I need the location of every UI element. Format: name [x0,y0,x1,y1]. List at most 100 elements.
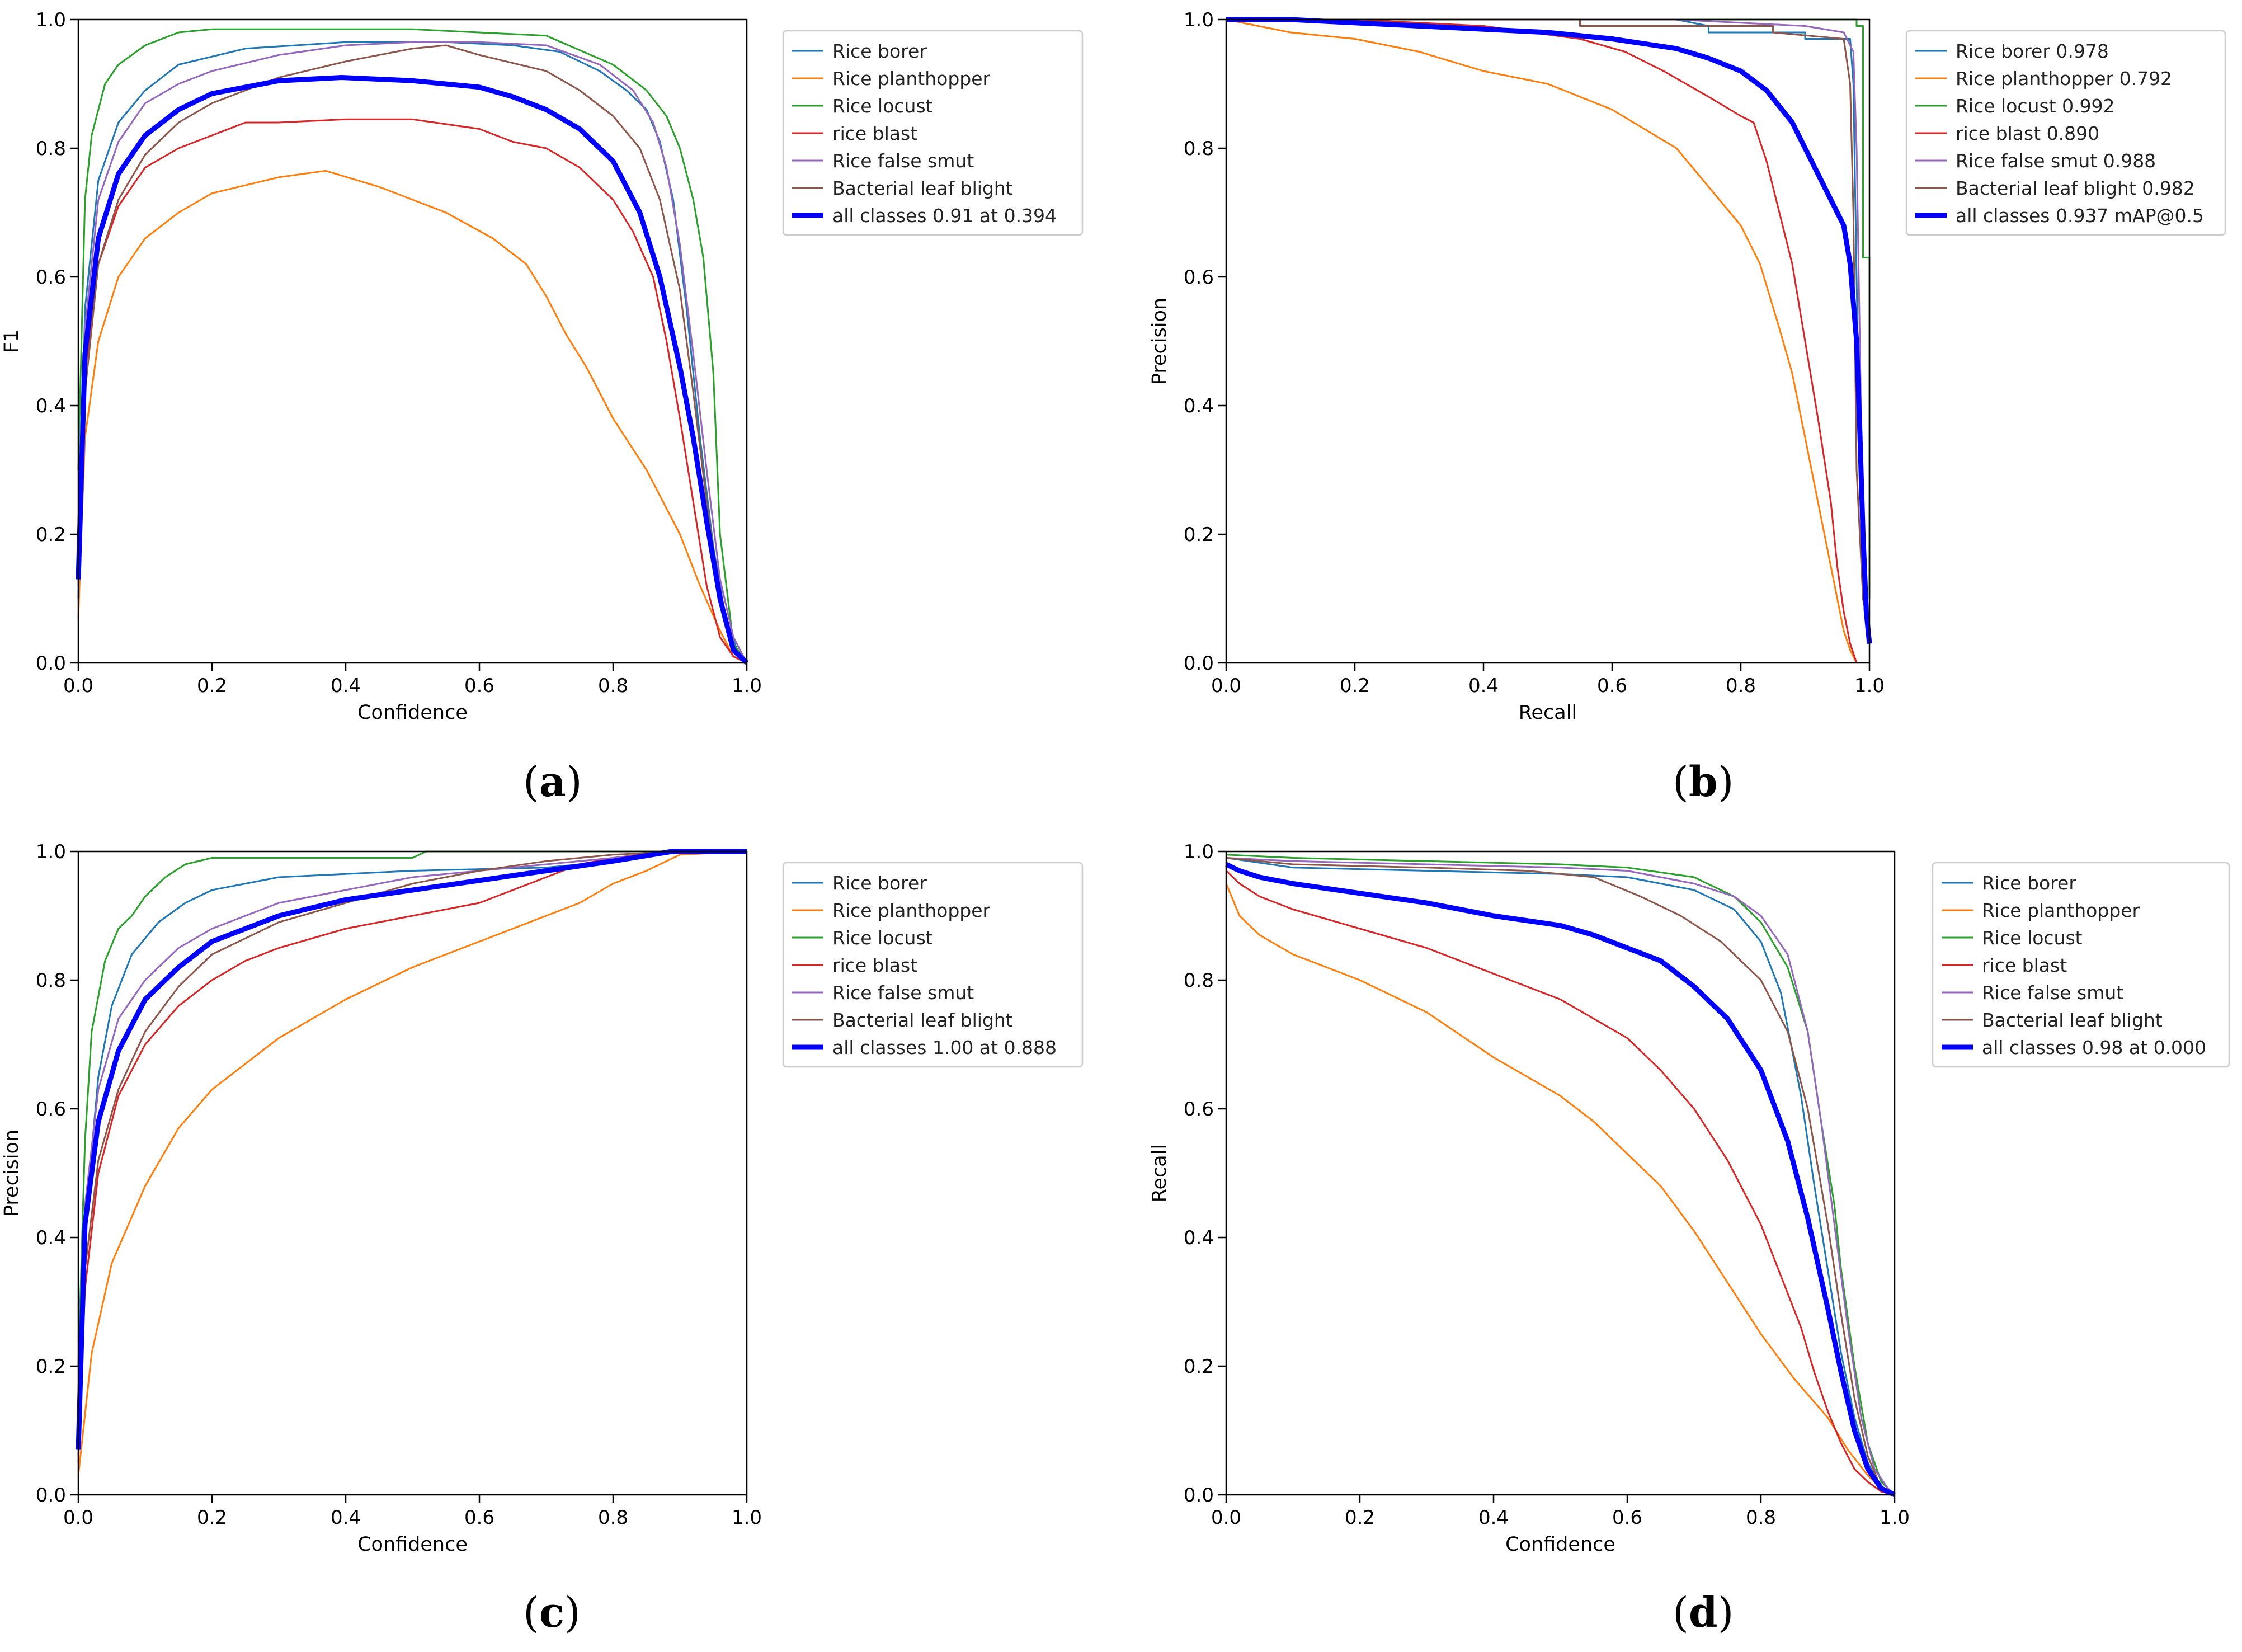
panel-label-a: (a) [523,758,582,806]
series-line-bacterial-leaf-blight [77,850,747,1457]
y-tick-label: 0.2 [36,1356,66,1378]
legend-label-bacterial-leaf-blight: Bacterial leaf blight [832,177,1013,199]
legend-label-rice-planthopper: Rice planthopper [832,68,991,90]
panel-a-f1-confidence: 0.0 0.2 0.4 0.6 0.8 1.0 0.0 0.2 0.4 0.6 0.8 1.0 Conf… [1,9,1084,724]
legend-label-rice-planthopper: Rice planthopper 0.792 [1956,68,2172,90]
x-tick-label: 0.8 [1746,1507,1776,1529]
series-line-rice-planthopper [1225,883,1895,1496]
legend-label-rice-planthopper: Rice planthopper [832,900,991,921]
legend-box [782,30,1084,236]
series-line-all-classes [1225,862,1896,1498]
x-tick-label: 1.0 [1880,1507,1910,1529]
x-tick-label: 0.2 [1340,675,1370,697]
axes-frame [1225,18,1871,664]
y-tick-label: 0.2 [1184,524,1214,546]
series-line-all-classes [76,75,749,665]
panel-label-c: (c) [523,1589,581,1637]
legend-label-rice-borer: Rice borer [1982,872,2076,894]
y-tick-label: 0.8 [1184,969,1214,992]
y-axis-label: Recall [1148,1144,1171,1202]
legend-label-rice-blast: rice blast 0.890 [1956,123,2099,144]
legend-label-all-classes: all classes 1.00 at 0.888 [832,1037,1057,1058]
y-tick-label: 1.0 [36,9,66,31]
x-axis-label: Confidence [357,702,468,724]
y-tick-label: 0.8 [36,138,66,160]
y-tick-label: 0.0 [1184,1484,1214,1507]
x-tick-label: 1.0 [732,675,762,697]
x-tick-label: 0.6 [464,675,494,697]
x-tick-label: 0.8 [598,1507,628,1529]
x-axis-label: Confidence [1505,1533,1615,1556]
series-line-rice-blast [1225,870,1895,1496]
plot-area [1226,20,1869,663]
y-tick-label: 0.6 [1184,266,1214,289]
x-tick-label: 0.0 [1211,675,1241,697]
legend-label-bacterial-leaf-blight: Bacterial leaf blight [832,1009,1013,1031]
x-tick-label: 0.4 [1468,675,1499,697]
legend-label-rice-false-smut: Rice false smut [832,982,974,1004]
legend-label-rice-false-smut: Rice false smut [1982,982,2123,1004]
y-tick-label: 0.0 [1184,652,1214,675]
series-line-bacterial-leaf-blight [1226,18,1871,631]
y-tick-label: 0.8 [1184,138,1214,160]
legend-label-bacterial-leaf-blight: Bacterial leaf blight [1982,1009,2163,1031]
y-tick-label: 1.0 [1184,841,1214,863]
x-tick-label: 0.0 [63,675,93,697]
legend-label-bacterial-leaf-blight: Bacterial leaf blight 0.982 [1956,177,2195,199]
series-line-rice-blast [1226,18,1858,663]
x-tick-label: 0.6 [464,1507,494,1529]
x-axis-label: Recall [1519,702,1577,724]
legend-label-rice-locust: Rice locust [832,95,933,117]
legend-label-all-classes: all classes 0.937 mAP@0.5 [1956,205,2204,227]
x-tick-label: 0.4 [1478,1507,1509,1529]
legend-label-rice-blast: rice blast [1982,954,2067,976]
x-tick-label: 0.6 [1597,675,1627,697]
axes-frame [77,18,748,664]
y-tick-label: 0.0 [36,652,66,675]
legend-box [1905,30,2226,236]
legend-label-rice-blast: rice blast [832,954,917,976]
legend-label-rice-false-smut: Rice false smut 0.988 [1956,150,2156,172]
legend-label-rice-false-smut: Rice false smut [832,150,974,172]
y-tick-label: 0.6 [36,266,66,289]
series-line-rice-borer [77,41,748,664]
legend-box [782,862,1084,1068]
legend-label-all-classes: all classes 0.98 at 0.000 [1982,1037,2206,1058]
series-line-rice-planthopper [1226,18,1858,663]
x-tick-label: 0.4 [331,675,361,697]
series-line-rice-false-smut [77,41,748,663]
y-axis-label: F1 [1,330,23,353]
series-line-rice-locust [77,28,748,663]
y-tick-label: 0.2 [1184,1356,1214,1378]
series-line-rice-planthopper [77,170,747,664]
panel-label-d: (d) [1673,1589,1734,1637]
series-line-bacterial-leaf-blight [1226,857,1895,1496]
series-line-all-classes [1226,17,1872,644]
series-line-rice-false-smut [1226,857,1896,1496]
x-tick-label: 0.4 [331,1507,361,1529]
y-tick-label: 1.0 [36,841,66,863]
y-tick-label: 0.6 [1184,1098,1214,1121]
legend-label-rice-borer: Rice borer [832,872,927,894]
y-axis-label: Precision [1148,298,1171,385]
x-tick-label: 1.0 [732,1507,762,1529]
y-tick-label: 0.8 [36,969,66,992]
legend-label-rice-borer: Rice borer 0.978 [1956,40,2109,62]
y-tick-label: 0.4 [1184,395,1214,417]
legend-label-rice-locust: Rice locust 0.992 [1956,95,2115,117]
panel-c-precision-confidence: 0.0 0.2 0.4 0.6 0.8 1.0 0.0 0.2 0.4 0.6 0.8 1.0 Conf… [1,841,1084,1556]
series-line-rice-locust [1226,854,1896,1496]
panel-label-b: (b) [1673,758,1734,806]
y-tick-label: 0.4 [36,395,66,417]
legend-label-rice-locust: Rice locust [1982,927,2083,949]
x-axis-label: Confidence [357,1533,468,1556]
series-line-rice-borer [1226,857,1895,1496]
panel-b-precision-recall: 0.0 0.2 0.4 0.6 0.8 1.0 0.0 0.2 0.4 0.6 0.8 1.0 Reca… [1148,9,2226,724]
series-line-rice-planthopper [77,850,747,1476]
legend-box [1932,862,2230,1068]
legend-label-all-classes: all classes 0.91 at 0.394 [832,205,1057,227]
series-line-bacterial-leaf-blight [77,44,748,664]
y-tick-label: 1.0 [1184,9,1214,31]
series-line-rice-blast [77,118,747,664]
series-line-rice-false-smut [77,850,747,1444]
